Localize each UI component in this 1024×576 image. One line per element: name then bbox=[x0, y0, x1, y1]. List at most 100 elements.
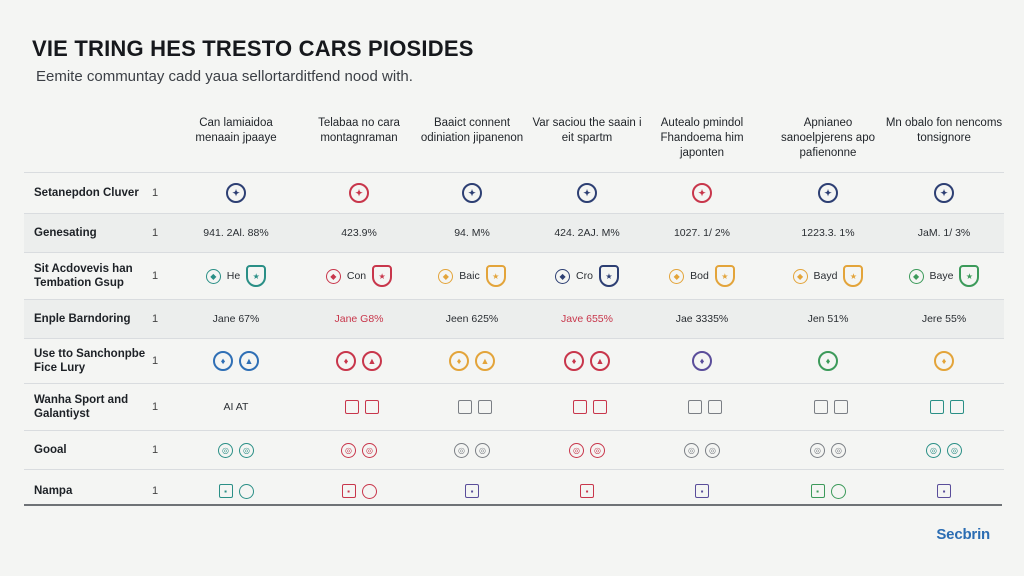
target-icon: ◎ bbox=[947, 442, 962, 458]
column-header: Var saciou the saain i eit spartm bbox=[532, 117, 642, 144]
sport-icon: ▲ bbox=[362, 351, 382, 371]
table-cell bbox=[299, 384, 419, 430]
table-cell: Jane G8% bbox=[299, 300, 419, 338]
table-cell: ♦ bbox=[884, 339, 1004, 383]
target-icon: ◎ bbox=[362, 442, 377, 458]
target-icon: ◎ bbox=[684, 442, 699, 458]
emblem-icon: ✦ bbox=[692, 183, 712, 203]
emblem-icon: ✦ bbox=[577, 183, 597, 203]
square-icon bbox=[573, 400, 587, 414]
table-cell: ✦ bbox=[412, 173, 532, 213]
table-cell: ♦ bbox=[642, 339, 762, 383]
square-icon bbox=[688, 400, 702, 414]
table-cell: JaM. 1/ 3% bbox=[884, 214, 1004, 252]
target-icon: ◎ bbox=[590, 442, 605, 458]
table-row: Use tto Sanchonpbe Fice Lury 1 ♦ ▲ ♦ ▲ ♦ ▲ ♦ ▲ ♦ ♦ ♦ bbox=[24, 338, 1004, 383]
cell-value: 1027. 1/ 2% bbox=[673, 227, 731, 239]
diamond-icon: ◆ bbox=[438, 268, 454, 284]
cell-value: Bayd bbox=[813, 270, 838, 282]
square-icon: ▪ bbox=[580, 484, 594, 498]
diamond-icon: ◆ bbox=[205, 268, 221, 284]
emblem-icon: ✦ bbox=[934, 183, 954, 203]
table-cell: 94. M% bbox=[412, 214, 532, 252]
table-cell: ✦ bbox=[176, 173, 296, 213]
table-cell: ◆ Baic ★ bbox=[412, 253, 532, 299]
target-icon: ◎ bbox=[239, 442, 254, 458]
square-icon bbox=[458, 400, 472, 414]
ring-icon bbox=[830, 483, 846, 499]
table-cell bbox=[768, 384, 888, 430]
table-row: Nampa 1 ▪ ▪ ▪ ▪ ▪ ▪ ▪ bbox=[24, 469, 1004, 512]
table-header: Can lamiaidoa menaain jpaaye Telabaa no c… bbox=[24, 108, 1004, 172]
cell-value: Jeen 625% bbox=[445, 313, 499, 325]
sport-icon: ▲ bbox=[475, 351, 495, 371]
table-cell: ✦ bbox=[768, 173, 888, 213]
table-cell: ✦ bbox=[299, 173, 419, 213]
row-label: Enple Barndoring bbox=[34, 313, 131, 325]
sport-icon: ♦ bbox=[934, 351, 954, 371]
ring-icon bbox=[361, 483, 377, 499]
table-row: Gooal 1 ◎ ◎ ◎ ◎ ◎ ◎ ◎ ◎ ◎ ◎ ◎ ◎ ◎ ◎ bbox=[24, 430, 1004, 469]
table-cell: ♦ ▲ bbox=[176, 339, 296, 383]
row-label: Sit Acdovevis han Tembation Gsup bbox=[34, 263, 133, 289]
square-icon bbox=[365, 400, 379, 414]
table-cell: Jeen 625% bbox=[412, 300, 532, 338]
square-icon bbox=[345, 400, 359, 414]
column-header: Telabaa no cara montagnraman bbox=[318, 117, 400, 144]
table-cell: ✦ bbox=[642, 173, 762, 213]
sport-icon: ▲ bbox=[239, 351, 259, 371]
row-index: 1 bbox=[152, 355, 159, 367]
cell-value: Jae 3335% bbox=[675, 313, 729, 325]
cell-value: Bod bbox=[690, 270, 709, 282]
cell-value: AI AT bbox=[223, 401, 249, 413]
target-icon: ◎ bbox=[926, 442, 941, 458]
table-cell: AI AT bbox=[176, 384, 296, 430]
target-icon: ◎ bbox=[475, 442, 490, 458]
table-cell: 1027. 1/ 2% bbox=[642, 214, 762, 252]
table-cell: 424. 2AJ. M% bbox=[527, 214, 647, 252]
table-cell: 941. 2Al. 88% bbox=[176, 214, 296, 252]
emblem-icon: ✦ bbox=[349, 183, 369, 203]
table-cell: ▪ bbox=[176, 470, 296, 512]
table-cell bbox=[412, 384, 532, 430]
table-cell: ▪ bbox=[412, 470, 532, 512]
column-header: Apnianeo sanoelpjerens apo pafienonne bbox=[781, 117, 875, 159]
table-row: Setanepdon Cluver 1 ✦ ✦ ✦ ✦ ✦ ✦ ✦ bbox=[24, 172, 1004, 213]
table-cell: ◎ ◎ bbox=[176, 431, 296, 469]
table-cell: ✦ bbox=[527, 173, 647, 213]
diamond-icon: ◆ bbox=[792, 268, 808, 284]
table-cell: ◆ Baye ★ bbox=[884, 253, 1004, 299]
square-icon: ▪ bbox=[341, 484, 356, 498]
target-icon: ◎ bbox=[831, 442, 846, 458]
table-cell: ▪ bbox=[299, 470, 419, 512]
table-cell: ✦ bbox=[884, 173, 1004, 213]
table-cell: Jae 3335% bbox=[642, 300, 762, 338]
cell-value: 423.9% bbox=[341, 227, 377, 239]
target-icon: ◎ bbox=[454, 442, 469, 458]
table-cell: ▪ bbox=[768, 470, 888, 512]
table-cell bbox=[527, 384, 647, 430]
cell-value: 94. M% bbox=[454, 227, 490, 239]
target-icon: ◎ bbox=[810, 442, 825, 458]
sport-icon: ▲ bbox=[590, 351, 610, 371]
square-icon: ▪ bbox=[695, 484, 709, 498]
row-label: Setanepdon Cluver bbox=[34, 187, 139, 199]
table-cell: ◆ He ★ bbox=[176, 253, 296, 299]
table-cell: ◎ ◎ bbox=[642, 431, 762, 469]
cell-value: He bbox=[226, 270, 241, 282]
shield-icon: ★ bbox=[843, 265, 864, 287]
cell-value: 1223.3. 1% bbox=[801, 227, 855, 239]
sport-icon: ♦ bbox=[692, 351, 712, 371]
column-header: Mn obalo fon nencoms tonsignore bbox=[885, 117, 1003, 144]
row-label: Genesating bbox=[34, 227, 97, 239]
table-cell: ♦ bbox=[768, 339, 888, 383]
table-cell: ◎ ◎ bbox=[412, 431, 532, 469]
cell-value: Jane G8% bbox=[334, 313, 384, 325]
cell-value: 941. 2Al. 88% bbox=[203, 227, 269, 239]
row-label: Nampa bbox=[34, 485, 73, 497]
cell-value: Jen 51% bbox=[807, 313, 849, 325]
diamond-icon: ◆ bbox=[908, 268, 924, 284]
table-cell: Jen 51% bbox=[768, 300, 888, 338]
square-icon: ▪ bbox=[218, 484, 233, 498]
